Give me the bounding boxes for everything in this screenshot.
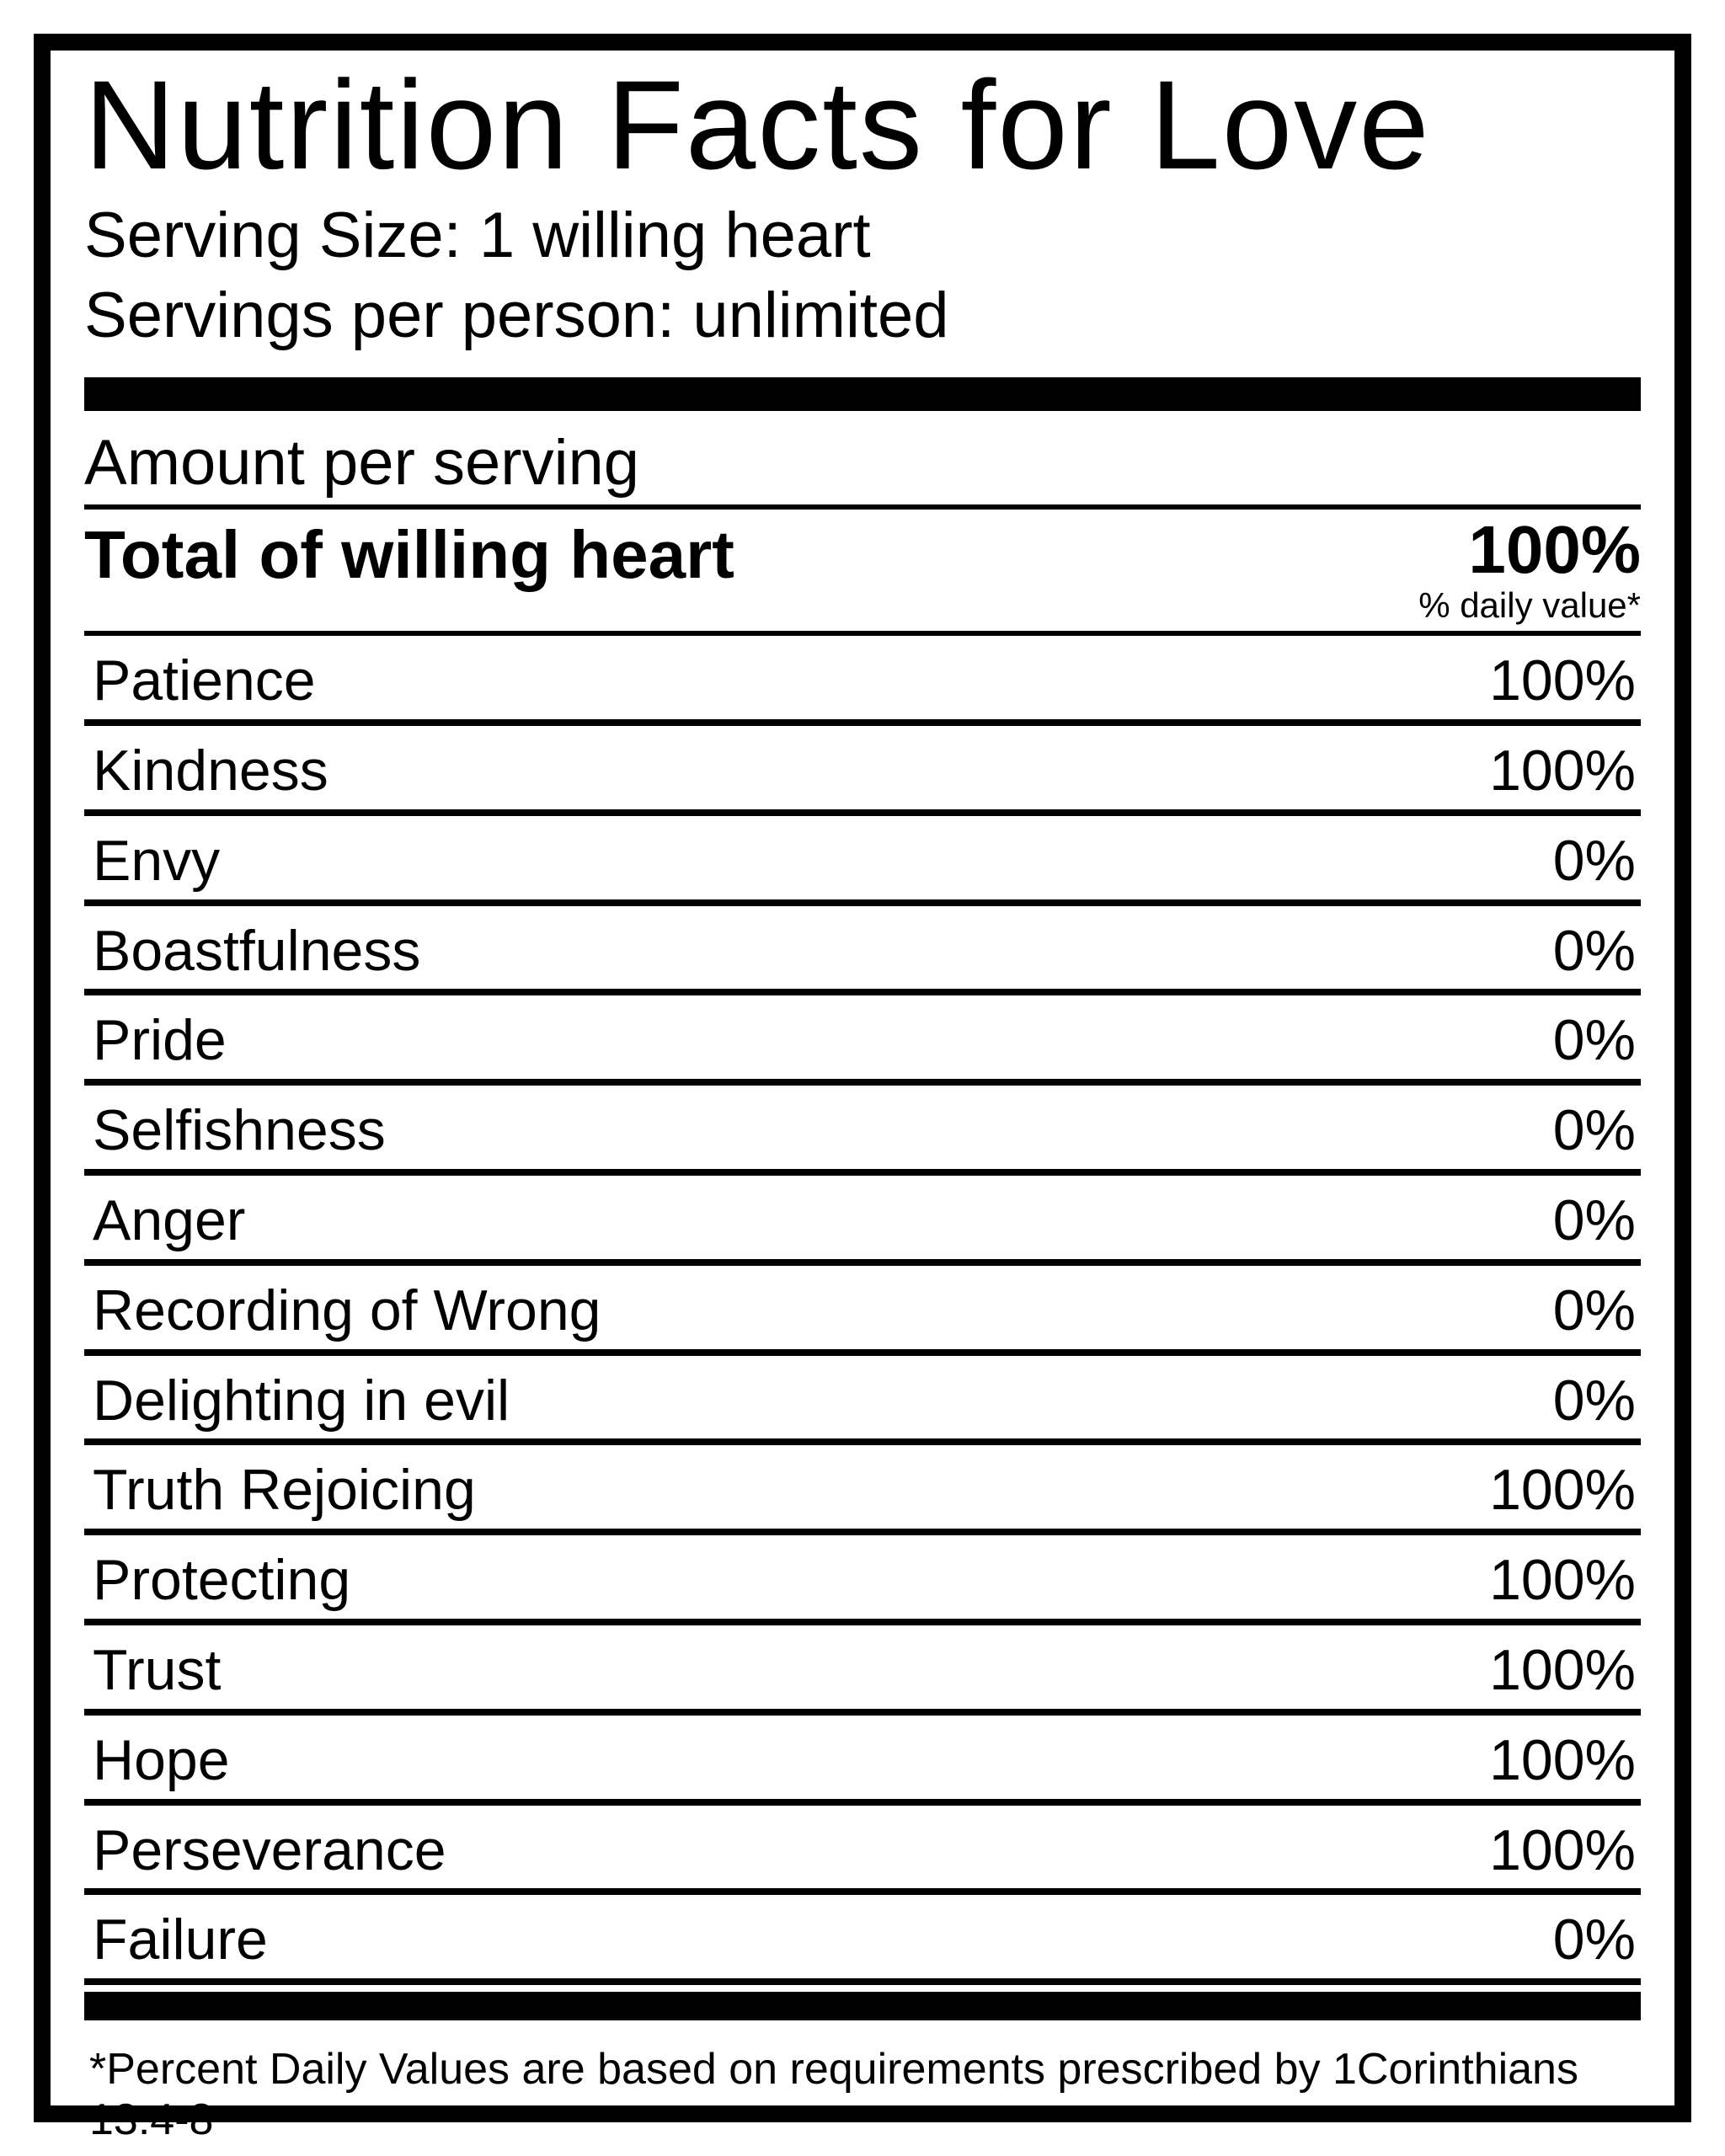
nutrient-label: Delighting in evil — [93, 1369, 510, 1433]
nutrient-value: 0% — [1553, 1908, 1636, 1972]
nutrient-value: 0% — [1553, 1279, 1636, 1342]
nutrient-label: Selfishness — [93, 1099, 386, 1162]
nutrient-row: Anger 0% — [84, 1176, 1641, 1266]
nutrient-label: Anger — [93, 1189, 245, 1252]
nutrient-label: Boastfulness — [93, 920, 420, 983]
daily-value-note: % daily value* — [1418, 585, 1641, 626]
nutrient-value: 0% — [1553, 1189, 1636, 1252]
nutrient-value: 0% — [1553, 920, 1636, 983]
nutrient-value: 100% — [1489, 739, 1636, 803]
nutrient-value: 100% — [1489, 1729, 1636, 1792]
nutrient-label: Truth Rejoicing — [93, 1459, 476, 1522]
nutrient-value: 0% — [1553, 1009, 1636, 1072]
nutrient-label: Recording of Wrong — [93, 1279, 601, 1342]
nutrient-row: Protecting 100% — [84, 1535, 1641, 1625]
nutrient-row: Envy 0% — [84, 816, 1641, 906]
total-row: Total of willing heart 100% % daily valu… — [84, 510, 1641, 626]
nutrient-row: Delighting in evil 0% — [84, 1356, 1641, 1446]
nutrient-label: Failure — [93, 1908, 268, 1972]
nutrient-label: Pride — [93, 1009, 227, 1072]
nutrient-row: Truth Rejoicing 100% — [84, 1445, 1641, 1535]
amount-per-serving-label: Amount per serving — [84, 426, 1641, 510]
nutrient-value: 0% — [1553, 830, 1636, 893]
nutrient-label: Perseverance — [93, 1819, 446, 1882]
nutrient-row: Pride 0% — [84, 995, 1641, 1086]
servings-per-person: Servings per person: unlimited — [84, 279, 1641, 352]
nutrient-row: Failure 0% — [84, 1895, 1641, 1985]
divider-bar-bottom — [84, 1992, 1641, 2020]
nutrient-value: 100% — [1489, 1549, 1636, 1612]
nutrient-row: Kindness 100% — [84, 726, 1641, 816]
nutrient-value: 100% — [1489, 1459, 1636, 1522]
nutrient-row: Perseverance 100% — [84, 1806, 1641, 1896]
nutrient-row: Hope 100% — [84, 1716, 1641, 1806]
nutrient-row: Trust 100% — [84, 1625, 1641, 1716]
nutrient-label: Hope — [93, 1729, 230, 1792]
serving-size: Serving Size: 1 willing heart — [84, 199, 1641, 272]
panel-title: Nutrition Facts for Love — [84, 59, 1641, 192]
nutrient-label: Envy — [93, 830, 220, 893]
nutrient-row: Recording of Wrong 0% — [84, 1266, 1641, 1356]
nutrient-row: Selfishness 0% — [84, 1086, 1641, 1176]
divider-bar-top — [84, 377, 1641, 411]
footnote: *Percent Daily Values are based on requi… — [84, 2044, 1641, 2145]
nutrient-rows: Patience100%Kindness100%Envy0%Boastfulne… — [84, 636, 1641, 1985]
nutrient-value: 100% — [1489, 649, 1636, 712]
total-value: 100% — [1418, 516, 1641, 584]
nutrient-value: 0% — [1553, 1369, 1636, 1433]
nutrient-label: Kindness — [93, 739, 328, 803]
nutrient-value: 0% — [1553, 1099, 1636, 1162]
nutrition-facts-panel: Nutrition Facts for Love Serving Size: 1… — [34, 34, 1691, 2122]
nutrient-value: 100% — [1489, 1639, 1636, 1702]
nutrient-label: Protecting — [93, 1549, 350, 1612]
nutrient-label: Patience — [93, 649, 316, 712]
nutrient-label: Trust — [93, 1639, 221, 1702]
total-right: 100% % daily value* — [1418, 516, 1641, 626]
nutrient-value: 100% — [1489, 1819, 1636, 1882]
nutrient-row: Patience 100% — [84, 636, 1641, 726]
nutrient-row: Boastfulness 0% — [84, 906, 1641, 996]
total-label: Total of willing heart — [84, 516, 734, 594]
